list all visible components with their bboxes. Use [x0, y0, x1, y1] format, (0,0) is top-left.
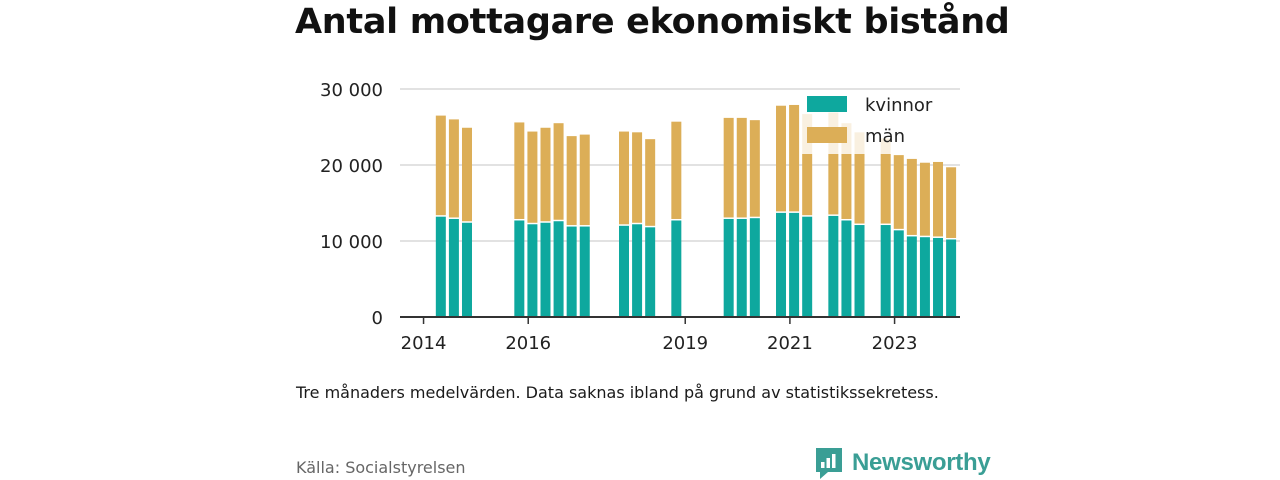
bar-man — [553, 123, 564, 220]
bar-man — [749, 120, 760, 217]
bar-man — [789, 104, 800, 212]
bar-kvinnor — [893, 230, 904, 317]
bar-man — [736, 117, 747, 218]
bar-kvinnor — [906, 236, 917, 317]
bar-man — [919, 162, 930, 236]
bar-kvinnor — [789, 212, 800, 317]
bar-man — [946, 167, 957, 238]
bar-man — [448, 119, 459, 218]
bar-man — [632, 132, 643, 223]
bar-man — [906, 158, 917, 235]
bar-man — [435, 115, 446, 216]
legend-kvinnor-swatch — [807, 96, 847, 112]
bar-man — [802, 114, 813, 216]
bar-man — [841, 123, 852, 219]
legend-man-label: män — [865, 126, 905, 147]
bar-kvinnor — [527, 224, 538, 317]
bar-man — [893, 155, 904, 229]
bar-man — [933, 161, 944, 237]
bar-kvinnor — [880, 225, 891, 317]
bar-kvinnor — [579, 226, 590, 317]
bar-man — [671, 121, 682, 219]
bar-kvinnor — [645, 227, 656, 317]
bar-kvinnor — [671, 220, 682, 317]
y-tick-label: 0 — [372, 308, 383, 329]
bar-man — [566, 136, 577, 226]
bar-man — [828, 112, 839, 215]
bar-man — [527, 131, 538, 223]
bar-kvinnor — [802, 216, 813, 317]
bar-kvinnor — [632, 224, 643, 317]
bar-man — [579, 134, 590, 226]
chart-source: Källa: Socialstyrelsen — [296, 458, 466, 477]
bar-kvinnor — [566, 226, 577, 317]
chart-note: Tre månaders medelvärden. Data saknas ib… — [296, 383, 939, 402]
y-tick-label: 20 000 — [320, 156, 383, 177]
x-tick-label: 2019 — [662, 333, 708, 354]
chart-title: Antal mottagare ekonomiskt bistånd — [295, 2, 1010, 42]
legend-kvinnor-label: kvinnor — [865, 95, 933, 116]
bar-man — [854, 132, 865, 224]
bar-kvinnor — [946, 239, 957, 317]
bar-kvinnor — [776, 212, 787, 317]
legend-man-swatch — [807, 127, 847, 143]
bar-man — [776, 105, 787, 212]
bar-kvinnor — [828, 215, 839, 317]
bar-kvinnor — [723, 218, 734, 317]
bar-kvinnor — [514, 220, 525, 317]
bar-kvinnor — [854, 225, 865, 317]
bar-man — [540, 127, 551, 222]
x-tick-label: 2021 — [767, 333, 813, 354]
bar-kvinnor — [919, 237, 930, 317]
bar-kvinnor — [448, 218, 459, 317]
bar-kvinnor — [540, 222, 551, 317]
bar-man — [619, 131, 629, 225]
x-tick-label: 2014 — [401, 333, 447, 354]
x-tick-label: 2016 — [505, 333, 551, 354]
newsworthy-logo-icon — [816, 448, 842, 479]
newsworthy-logo: Newsworthy — [814, 446, 991, 480]
newsworthy-logo-text: Newsworthy — [852, 449, 991, 476]
bar-kvinnor — [553, 221, 564, 317]
bar-man — [723, 117, 734, 218]
bar-man — [645, 139, 656, 226]
x-tick-label: 2023 — [872, 333, 918, 354]
bar-man — [461, 127, 472, 222]
bar-kvinnor — [933, 237, 944, 317]
y-tick-label: 10 000 — [320, 232, 383, 253]
bar-kvinnor — [736, 218, 747, 317]
bar-kvinnor — [461, 222, 472, 317]
bar-man — [514, 122, 525, 219]
bar-kvinnor — [749, 218, 760, 317]
bar-kvinnor — [435, 216, 446, 317]
y-tick-label: 30 000 — [320, 80, 383, 101]
bar-kvinnor — [619, 225, 629, 317]
bar-man — [880, 138, 891, 224]
bar-kvinnor — [841, 220, 852, 317]
